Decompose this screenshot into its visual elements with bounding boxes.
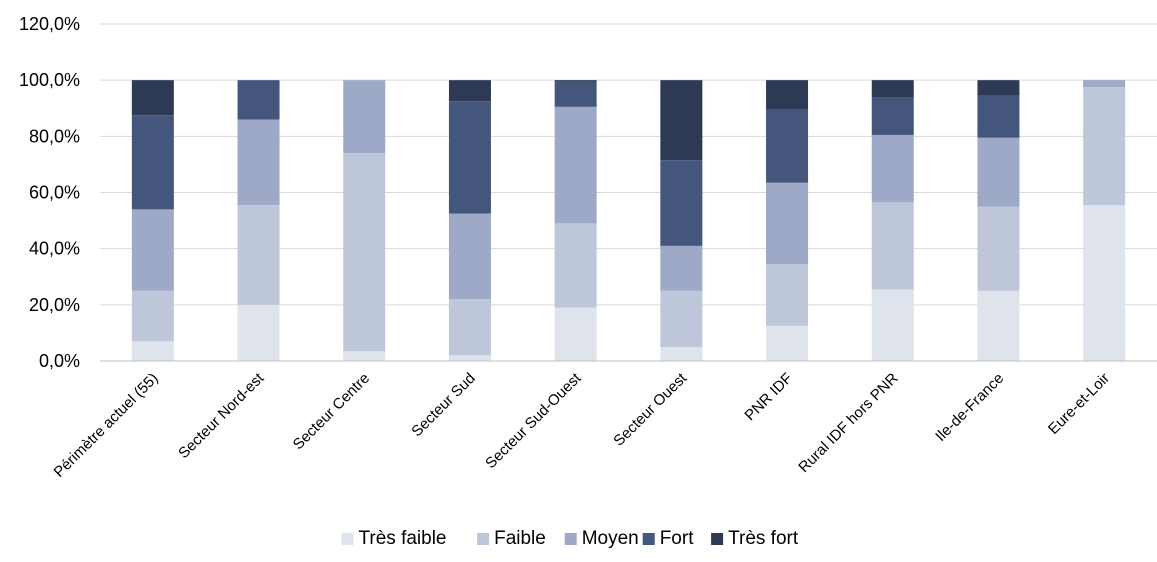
- y-tick-label: 0,0%: [39, 351, 80, 371]
- y-tick-label: 40,0%: [29, 239, 80, 259]
- y-tick-label: 120,0%: [19, 14, 80, 34]
- x-tick-label: Ile-de-France: [932, 370, 1007, 445]
- bar-segment: [131, 290, 174, 342]
- x-tick-label: Eure-et-Loir: [1045, 370, 1113, 438]
- x-tick-label: Rural IDF hors PNR: [795, 370, 901, 476]
- legend: Très faible Faible Moyen Fort Très fort: [341, 528, 799, 549]
- bar-segment: [343, 80, 386, 154]
- x-tick-label: Périmètre actuel (55): [51, 370, 162, 481]
- bar-segment: [1083, 87, 1126, 206]
- x-tick-label: Secteur Sud-Ouest: [482, 369, 585, 472]
- legend-swatch: [477, 533, 490, 545]
- bar-segment: [766, 80, 809, 110]
- bar-segment: [1083, 80, 1126, 88]
- bar-segment: [131, 341, 174, 361]
- bar-segment: [554, 106, 597, 224]
- legend-swatch: [341, 533, 354, 545]
- x-tick-label: PNR IDF: [741, 370, 795, 424]
- bar-segment: [977, 95, 1020, 138]
- bar-segment: [660, 160, 703, 246]
- x-tick-label: Secteur Ouest: [610, 369, 690, 449]
- bar-segment: [131, 80, 174, 116]
- bar-segment: [871, 289, 914, 361]
- bar-segment: [660, 80, 703, 161]
- bar-segment: [343, 153, 386, 352]
- bar-segment: [343, 351, 386, 361]
- bar-segment: [660, 290, 703, 347]
- y-tick-label: 60,0%: [29, 183, 80, 203]
- bar-segment: [871, 97, 914, 135]
- bar-segment: [131, 209, 174, 291]
- bar-segment: [237, 205, 280, 305]
- y-tick-label: 100,0%: [19, 70, 80, 90]
- bar-segment: [871, 134, 914, 203]
- legend-swatch: [564, 533, 577, 545]
- bar-segment: [977, 80, 1020, 96]
- legend-swatch: [642, 533, 655, 545]
- legend-swatch: [711, 533, 724, 545]
- x-tick-label: Secteur Sud: [408, 370, 478, 440]
- bar-segment: [237, 80, 280, 120]
- bar-segment: [448, 299, 491, 356]
- bar-segment: [1083, 205, 1126, 361]
- bar-segment: [448, 101, 491, 214]
- bar-segment: [448, 80, 491, 102]
- bars: [131, 80, 1126, 361]
- bar-segment: [554, 80, 597, 82]
- bar-segment: [448, 213, 491, 300]
- legend-label: Faible: [494, 528, 546, 549]
- bar-segment: [766, 264, 809, 326]
- legend-label: Fort: [660, 528, 695, 549]
- bar-segment: [131, 115, 174, 210]
- x-tick-label: Secteur Nord-est: [175, 369, 268, 462]
- bar-segment: [237, 304, 280, 361]
- legend-label: Moyen: [582, 528, 639, 549]
- legend-label: Très faible: [359, 528, 447, 549]
- bar-segment: [554, 307, 597, 361]
- bar-segment: [977, 290, 1020, 361]
- y-tick-label: 20,0%: [29, 295, 80, 315]
- bar-segment: [237, 119, 280, 206]
- bar-segment: [871, 202, 914, 290]
- bar-segment: [871, 80, 914, 98]
- bar-segment: [766, 182, 809, 265]
- y-tick-label: 80,0%: [29, 126, 80, 146]
- x-tick-label: Secteur Centre: [290, 370, 373, 453]
- bar-segment: [554, 81, 597, 107]
- bar-segment: [660, 245, 703, 291]
- bar-segment: [977, 137, 1020, 207]
- bar-segment: [977, 206, 1020, 291]
- bar-segment: [448, 355, 491, 361]
- bar-segment: [766, 325, 809, 361]
- bar-segment: [554, 223, 597, 308]
- bar-segment: [766, 109, 809, 183]
- legend-label: Très fort: [728, 528, 799, 549]
- bar-segment: [660, 346, 703, 361]
